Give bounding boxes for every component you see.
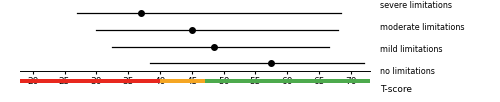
Text: moderate limitations: moderate limitations — [380, 23, 465, 32]
FancyBboxPatch shape — [160, 79, 204, 83]
Text: mild limitations: mild limitations — [380, 45, 443, 54]
Text: no limitations: no limitations — [380, 67, 436, 76]
Text: T-score: T-score — [380, 85, 412, 94]
Text: severe limitations: severe limitations — [380, 1, 452, 10]
FancyBboxPatch shape — [204, 79, 370, 83]
FancyBboxPatch shape — [20, 79, 160, 83]
